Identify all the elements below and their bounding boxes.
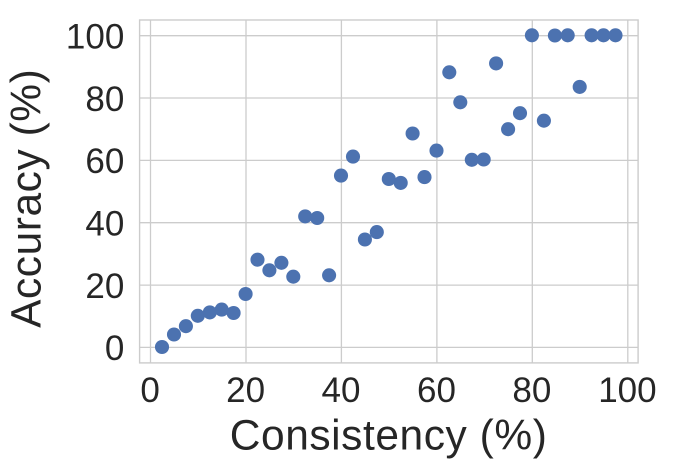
svg-text:60: 60 (85, 142, 124, 181)
svg-text:Accuracy (%): Accuracy (%) (4, 69, 51, 328)
svg-text:60: 60 (417, 371, 456, 410)
svg-text:20: 20 (85, 267, 124, 306)
svg-text:Consistency (%): Consistency (%) (230, 412, 548, 459)
svg-text:20: 20 (226, 371, 265, 410)
svg-text:0: 0 (140, 371, 159, 410)
svg-text:80: 80 (512, 371, 551, 410)
svg-text:0: 0 (105, 329, 124, 368)
svg-text:40: 40 (322, 371, 361, 410)
svg-text:40: 40 (85, 205, 124, 244)
svg-text:100: 100 (598, 371, 656, 410)
svg-text:80: 80 (85, 80, 124, 119)
svg-text:100: 100 (66, 18, 124, 57)
